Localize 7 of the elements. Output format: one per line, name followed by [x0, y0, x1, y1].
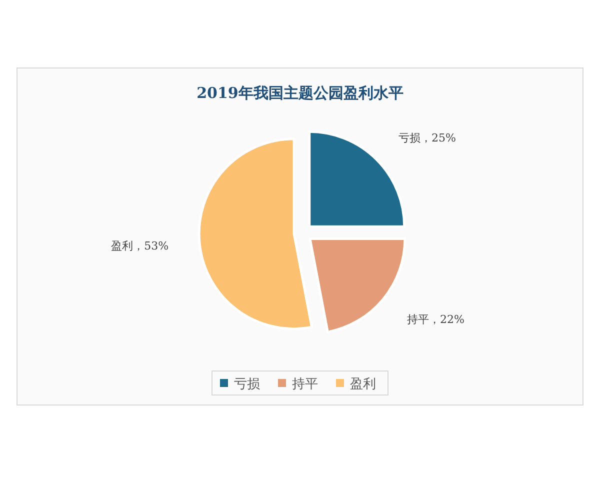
data-label: 亏损，25% — [398, 132, 456, 145]
data-label: 盈利，53% — [111, 240, 169, 253]
chart-title: 2019年我国主题公园盈利水平 — [196, 84, 404, 102]
legend-label: 盈利 — [350, 377, 376, 392]
data-label: 持平，22% — [407, 313, 464, 326]
legend-label: 持平 — [292, 377, 318, 392]
legend-label: 亏损 — [234, 377, 260, 392]
